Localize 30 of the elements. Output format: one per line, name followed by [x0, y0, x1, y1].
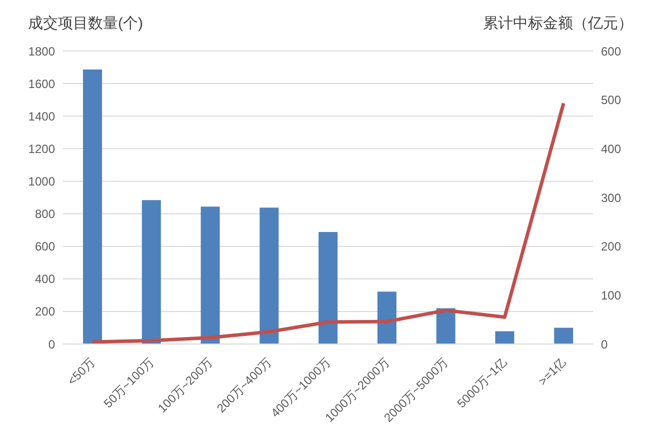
- y-tick-label: 1400: [28, 109, 56, 124]
- x-tick-label: >=1亿: [536, 355, 569, 388]
- y2-axis-title: 累计中标金额（亿元）: [483, 14, 633, 33]
- y2-tick-label: 600: [601, 44, 622, 58]
- bar: [260, 208, 279, 344]
- bar: [377, 292, 396, 344]
- y-tick-label: 1800: [28, 44, 56, 58]
- x-tick-label: <50万: [64, 355, 98, 388]
- y-tick-label: 1000: [28, 174, 56, 188]
- y2-tick-label: 500: [601, 93, 622, 108]
- y-tick-label: 200: [34, 304, 56, 319]
- bar: [318, 232, 338, 344]
- y2-tick-label: 100: [601, 288, 622, 302]
- y-tick-label: 0: [48, 337, 56, 352]
- y-axis-title: 成交项目数量(个): [28, 14, 143, 33]
- bar: [142, 200, 161, 344]
- y-tick-label: 600: [34, 240, 56, 254]
- y-tick-label: 1200: [28, 142, 56, 156]
- y-tick-label: 800: [34, 207, 56, 222]
- y2-tick-label: 300: [601, 190, 622, 205]
- line-series: [90, 102, 566, 344]
- y-tick-label: 400: [34, 272, 56, 286]
- y2-tick-label: 0: [601, 337, 608, 352]
- y-tick-label: 1600: [28, 76, 56, 91]
- bar: [495, 331, 514, 344]
- y2-tick-label: 400: [601, 142, 622, 156]
- y2-tick-label: 200: [601, 240, 622, 254]
- bar: [200, 206, 220, 344]
- bar: [83, 70, 102, 344]
- bar: [554, 328, 574, 344]
